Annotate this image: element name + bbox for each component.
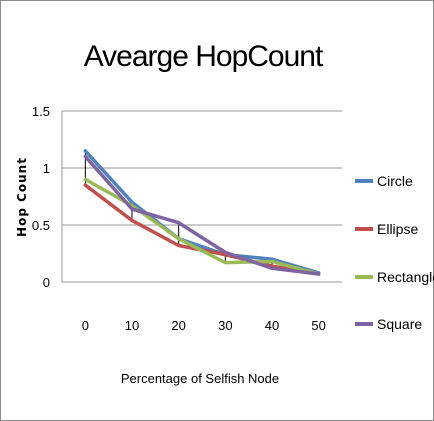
legend-label: Circle	[377, 173, 413, 189]
legend-label: Ellipse	[377, 221, 418, 237]
x-tick-labels: 0 10 20 30 40 50	[82, 318, 326, 333]
legend-label: Square	[377, 316, 422, 332]
axes	[61, 111, 342, 283]
legend-item-ellipse: Ellipse	[355, 221, 418, 237]
x-axis-label: Percentage of Selfish Node	[121, 371, 279, 386]
series-line-circle	[83, 149, 321, 275]
legend: Circle Ellipse Rectangle Square	[355, 173, 434, 332]
y-tick-label: 0	[43, 275, 50, 290]
series-line-square	[83, 154, 321, 276]
legend-item-rectangle: Rectangle	[355, 269, 434, 285]
y-tick-label: 0.5	[32, 218, 50, 233]
y-axis-label: Hop Count	[15, 157, 29, 237]
chart-title: Avearge HopCount	[84, 40, 324, 73]
x-tick-label: 30	[218, 318, 232, 333]
x-tick-label: 40	[265, 318, 279, 333]
x-tick-label: 20	[171, 318, 185, 333]
legend-item-circle: Circle	[355, 173, 413, 189]
y-tick-label: 1	[43, 161, 50, 176]
series-lines	[83, 149, 321, 276]
x-tick-label: 10	[125, 318, 139, 333]
gridlines	[62, 110, 342, 283]
x-tick-label: 50	[311, 318, 325, 333]
legend-item-square: Square	[355, 316, 422, 332]
y-tick-label: 1.5	[32, 104, 50, 119]
y-tick-labels: 0 0.5 1 1.5	[32, 104, 50, 290]
legend-label: Rectangle	[377, 269, 434, 285]
x-tick-label: 0	[82, 318, 89, 333]
